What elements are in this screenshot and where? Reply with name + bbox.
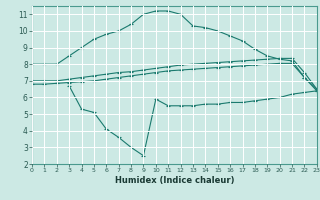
X-axis label: Humidex (Indice chaleur): Humidex (Indice chaleur) xyxy=(115,176,234,185)
